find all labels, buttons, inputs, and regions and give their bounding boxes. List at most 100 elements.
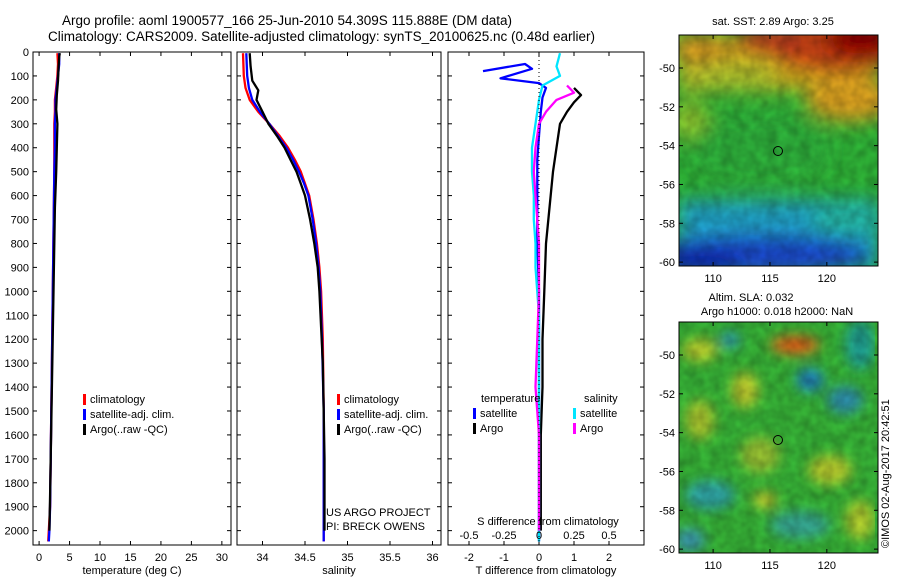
map-xtick-label: 115 (761, 560, 779, 572)
temperature-plot-frame (32, 51, 232, 546)
depth-tick-label: 300 (11, 119, 29, 131)
diff-temperature-legend-label: Argo (480, 423, 503, 435)
sst-map-panel: 110 115 120 -50 -52 -54 -56 -58 -60 sat. SST: 2.… (659, 16, 879, 285)
depth-tick-label: 1000 (5, 286, 29, 298)
map-ytick-label: -52 (659, 389, 675, 401)
salinity-panel: 34 34.5 35 35.5 36 salinity climatology satelli… (236, 51, 442, 577)
depth-tick-label: 900 (11, 262, 29, 274)
salinity-legend-swatch (337, 394, 340, 405)
map-ytick-label: -60 (659, 544, 675, 556)
difference-xtick-label: -2 (464, 552, 474, 564)
temperature-xtick-label: 5 (66, 552, 72, 564)
map-ytick-label: -52 (659, 102, 675, 114)
salinity-series-argo-raw-qc- (248, 53, 326, 531)
difference-xtick-label: 0 (536, 552, 542, 564)
depth-tick-label: 0 (23, 47, 29, 59)
depth-tick-label: 1600 (5, 430, 29, 442)
salinity-xtick-label: 35.5 (379, 552, 400, 564)
salinity-legend-swatch (337, 409, 340, 420)
figure-title-line1: Argo profile: aoml 1900577_166 25-Jun-20… (62, 13, 513, 28)
sst-map-axes: 110 115 120 -50 -52 -54 -56 -58 -60 (659, 35, 878, 285)
map-ytick-label: -60 (659, 257, 675, 269)
legend-title-salinity: salinity (584, 393, 618, 405)
difference-xlabel: T difference from climatology (476, 565, 617, 577)
difference-panel: -2 -1 0 1 2T difference from climatology S di… (447, 51, 645, 577)
sla-float-marker (773, 435, 783, 445)
difference-xtick-label: -1 (499, 552, 509, 564)
temperature-xtick-label: 25 (185, 552, 197, 564)
map-xtick-label: 120 (818, 560, 836, 572)
sla-map-title-line1: Altim. SLA: 0.032 (709, 292, 794, 304)
map-ytick-label: -54 (659, 141, 675, 153)
depth-tick-label: 1900 (5, 502, 29, 514)
temperature-xtick-label: 30 (216, 552, 228, 564)
s-diff-tick-label: -0.25 (491, 530, 516, 542)
depth-tick-label: 200 (11, 95, 29, 107)
temperature-series-argo-raw-qc- (48, 53, 61, 531)
salinity-plot-frame (236, 51, 442, 546)
temperature-legend-swatch (83, 409, 86, 420)
difference-xtick-label: 2 (606, 552, 612, 564)
temperature-legend-label: climatology (90, 394, 146, 406)
depth-tick-label: 1500 (5, 406, 29, 418)
temperature-panel: 0100200300400500600700800900100011001200… (5, 47, 232, 577)
sst-heatmap-field (679, 35, 878, 266)
salinity-legend-label: Argo(..raw -QC) (344, 424, 422, 436)
depth-tick-label: 1400 (5, 382, 29, 394)
difference-series-satellite (530, 52, 562, 542)
s-diff-tick-label: -0.5 (460, 530, 479, 542)
map-xtick-label: 115 (761, 273, 779, 285)
temperature-xlabel: temperature (deg C) (82, 565, 181, 577)
temperature-xtick-label: 15 (124, 552, 136, 564)
depth-tick-label: 100 (11, 71, 29, 83)
salinity-xtick-label: 35 (341, 552, 353, 564)
sla-map-axes: 110 115 120 -50 -52 -54 -56 -58 -60 (659, 322, 878, 572)
temperature-xtick-label: 20 (155, 552, 167, 564)
temperature-xtick-label: 0 (36, 552, 42, 564)
depth-tick-label: 700 (11, 215, 29, 227)
temperature-legend-label: Argo(..raw -QC) (90, 424, 168, 436)
temperature-legend-label: satellite-adj. clim. (90, 409, 174, 421)
depth-tick-label: 2000 (5, 526, 29, 538)
figure-title-line2: Climatology: CARS2009. Satellite-adjuste… (48, 29, 596, 44)
sst-map-title: sat. SST: 2.89 Argo: 3.25 (712, 16, 834, 28)
diff-temperature-legend-swatch (473, 408, 476, 419)
salinity-legend-label: climatology (344, 394, 400, 406)
salinity-legend-label: satellite-adj. clim. (344, 409, 428, 421)
project-credit-line2: PI: BRECK OWENS (326, 521, 425, 533)
sla-map-panel: 110 115 120 -50 -52 -54 -56 -58 -60 Altim. SLA: … (659, 292, 879, 572)
difference-series-argo (532, 84, 576, 531)
salinity-xtick-label: 34.5 (294, 552, 315, 564)
temperature-xtick-label: 10 (94, 552, 106, 564)
difference-xtick-label: 1 (571, 552, 577, 564)
salinity-xtick-label: 34 (256, 552, 268, 564)
map-ytick-label: -58 (659, 505, 675, 517)
map-xtick-label: 110 (704, 560, 722, 572)
map-xtick-label: 120 (818, 273, 836, 285)
temperature-legend-swatch (83, 424, 86, 435)
s-diff-tick-label: 0.5 (601, 530, 616, 542)
depth-tick-label: 400 (11, 143, 29, 155)
sla-map-title-line2: Argo h1000: 0.018 h2000: NaN (701, 306, 853, 318)
depth-tick-label: 1800 (5, 478, 29, 490)
diff-salinity-legend-swatch (573, 423, 576, 434)
temperature-legend-swatch (83, 394, 86, 405)
difference-plot-frame (447, 51, 645, 546)
salinity-legend-swatch (337, 424, 340, 435)
sla-heatmap-field (679, 322, 878, 553)
depth-tick-label: 1200 (5, 334, 29, 346)
map-ytick-label: -50 (659, 350, 675, 362)
diff-salinity-legend-label: satellite (580, 408, 617, 420)
depth-tick-label: 600 (11, 191, 29, 203)
depth-tick-label: 1300 (5, 358, 29, 370)
diff-temperature-legend-swatch (473, 423, 476, 434)
map-xtick-label: 110 (704, 273, 722, 285)
diff-salinity-legend-swatch (573, 408, 576, 419)
depth-tick-label: 1100 (5, 310, 29, 322)
project-credit-line1: US ARGO PROJECT (326, 507, 431, 519)
map-ytick-label: -54 (659, 428, 675, 440)
diff-temperature-legend-label: satellite (480, 408, 517, 420)
map-ytick-label: -50 (659, 63, 675, 75)
s-diff-tick-label: 0.25 (563, 530, 584, 542)
